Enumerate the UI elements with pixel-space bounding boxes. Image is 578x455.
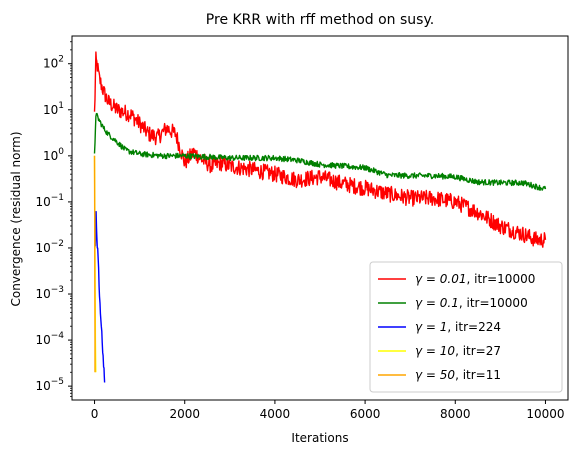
x-tick-label: 8000 (440, 407, 471, 421)
y-tick-label: 10−5 (35, 377, 64, 393)
y-tick-label: 10−3 (35, 285, 64, 301)
legend-entry: γ = 0.1, itr=10000 (415, 296, 528, 310)
series-line-2 (94, 211, 106, 383)
legend-entry: γ = 10, itr=27 (415, 344, 501, 358)
legend-entry: γ = 1, itr=224 (415, 320, 501, 334)
x-axis-label: Iterations (291, 431, 348, 445)
x-tick-label: 10000 (526, 407, 564, 421)
x-tick-label: 4000 (260, 407, 291, 421)
y-tick-label: 10−1 (35, 193, 64, 209)
series-line-1 (93, 112, 547, 191)
y-tick-label: 102 (43, 55, 64, 71)
legend-entry: γ = 50, itr=11 (415, 368, 501, 382)
y-axis-label: Convergence (residual norm) (9, 131, 23, 306)
legend: γ = 0.01, itr=10000 γ = 0.1, itr=10000 γ =… (369, 261, 563, 393)
y-axis-ticks: 10−5 10−4 10−3 10−2 10−1 100 101 102 (35, 41, 72, 397)
legend-box (369, 261, 563, 393)
x-tick-label: 0 (91, 407, 99, 421)
y-tick-label: 10−2 (35, 239, 64, 255)
legend-entry: γ = 0.01, itr=10000 (415, 272, 535, 286)
series-line-4 (93, 155, 96, 373)
y-tick-label: 100 (43, 147, 64, 163)
chart-title: Pre KRR with rff method on susy. (206, 12, 434, 28)
x-tick-label: 6000 (350, 407, 381, 421)
y-tick-label: 101 (43, 101, 64, 117)
series-line-0 (93, 51, 547, 248)
series-layer (93, 51, 547, 383)
y-tick-label: 10−4 (35, 331, 64, 347)
x-axis-ticks: 0 2000 4000 6000 8000 10000 (91, 400, 565, 421)
plot-frame (71, 35, 569, 401)
x-tick-label: 2000 (169, 407, 200, 421)
